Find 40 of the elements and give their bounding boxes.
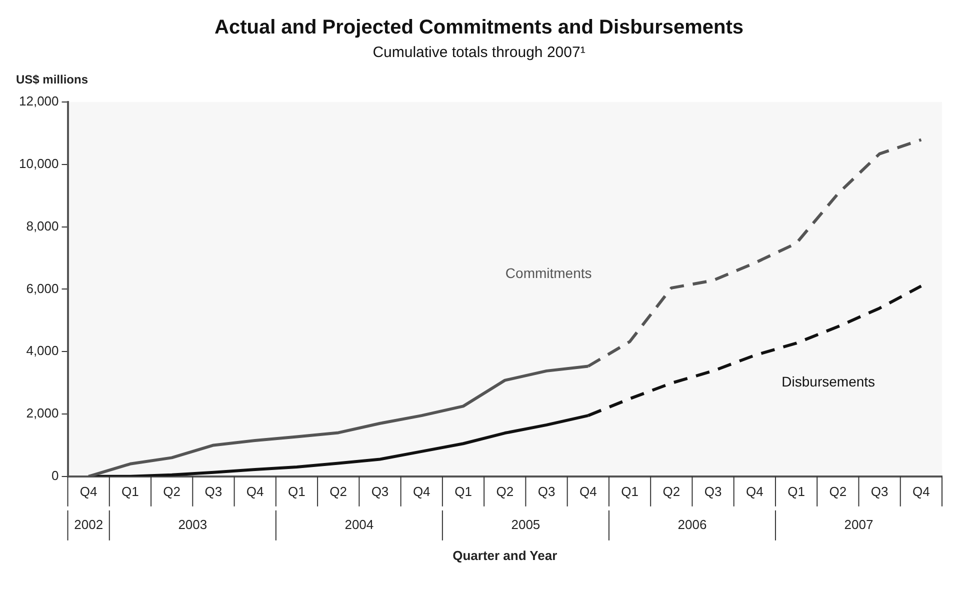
- y-tick-label: 0: [52, 468, 59, 483]
- x-tick-label: Q4: [246, 484, 264, 499]
- x-tick-label: Q1: [621, 484, 638, 499]
- text: 2005: [511, 516, 540, 532]
- x-tick-label: Q3: [538, 484, 556, 499]
- x-tick-label: Q4: [579, 484, 597, 499]
- text: Commitments: [505, 265, 592, 282]
- x-tick-label: Q3: [204, 484, 222, 499]
- x-tick-label: Q4: [412, 484, 430, 499]
- x-tick-label: Q1: [454, 484, 472, 499]
- y-tick-label: 2,000: [26, 406, 59, 421]
- x-tick-label: Q2: [330, 484, 348, 499]
- text: 2002: [74, 516, 104, 532]
- text: 2007: [844, 516, 874, 532]
- chart-title: Actual and Projected Commitments and Disbursements: [214, 16, 744, 39]
- x-tick-label: Q2: [662, 484, 680, 499]
- x-tick-label: Q2: [163, 484, 181, 499]
- x-tick-label: Q1: [288, 484, 306, 499]
- text: 2003: [178, 516, 208, 532]
- y-axis-title: US$ millions: [16, 72, 88, 86]
- x-tick-label: Q4: [80, 484, 98, 499]
- chart-subtitle: Cumulative totals through 2007¹: [372, 44, 586, 62]
- y-tick-label: 4,000: [26, 343, 59, 358]
- y-tick-label: 12,000: [18, 94, 59, 109]
- y-tick-label: 10,000: [18, 156, 59, 171]
- y-tick-label: 8,000: [26, 218, 59, 234]
- x-tick-label: Q2: [496, 484, 514, 499]
- x-axis-title: Quarter and Year: [452, 548, 558, 563]
- x-tick-label: Q4: [912, 484, 930, 499]
- x-tick-label: Q1: [788, 484, 805, 499]
- x-tick-label: Q4: [746, 484, 764, 499]
- y-tick-label: 6,000: [26, 280, 59, 296]
- x-tick-label: Q1: [122, 484, 139, 499]
- x-tick-label: Q2: [829, 484, 847, 499]
- text: 2006: [678, 516, 707, 532]
- text: Disbursements: [782, 374, 876, 390]
- x-tick-label: Q3: [371, 484, 389, 499]
- x-tick-label: Q3: [870, 484, 888, 499]
- x-tick-label: Q3: [704, 484, 722, 499]
- text: 2004: [344, 516, 374, 532]
